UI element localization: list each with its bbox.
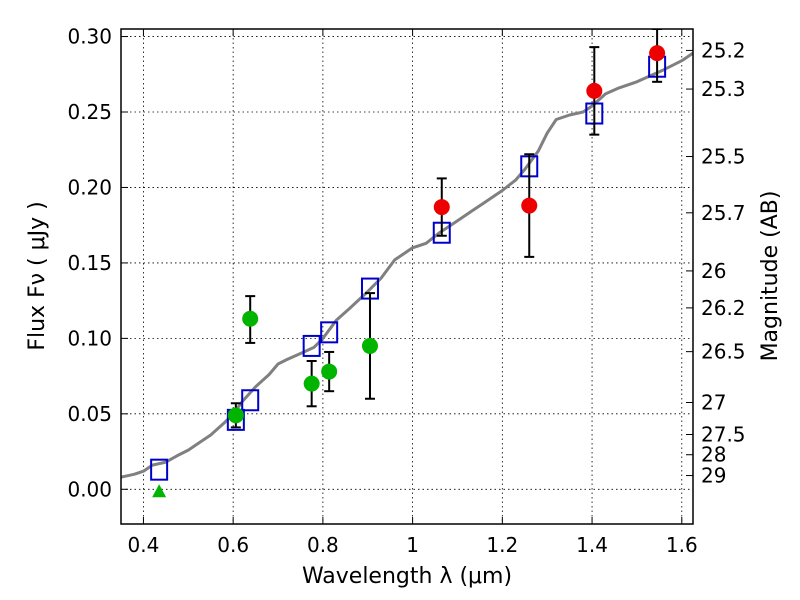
x-tick-label: 0.4 [128,533,160,557]
y-tick-label: 0.15 [67,251,112,275]
right-tick-label: 26 [701,259,726,283]
x-axis-label: Wavelength λ (μm) [302,564,512,589]
near-ir-data-point [433,199,450,216]
x-tick-label: 1.6 [666,533,698,557]
y-tick-label: 0.10 [67,326,112,350]
data-layer [121,29,693,498]
right-axis-label: Magnitude (AB) [758,191,783,362]
right-tick-label: 25.3 [701,77,746,101]
optical-data-point [303,375,320,392]
plot-background [121,29,693,524]
optical-data-point [321,363,338,380]
y-tick-label: 0.20 [67,175,112,199]
right-tick-label: 25.5 [701,145,746,169]
grid [121,29,693,524]
right-tick-label: 27 [701,391,726,415]
optical-data-point [361,337,378,354]
right-tick-label: 25.2 [701,38,746,62]
tick-labels: 0.4 0.6 0.8 1 1.2 1.4 1.6 0.00 0.05 0.10 0.15 0.20 0… [67,25,745,557]
right-tick-label: 26.5 [701,340,746,364]
near-ir-data-point [521,197,538,214]
x-tick-label: 1 [406,533,419,557]
x-tick-label: 0.6 [217,533,249,557]
right-tick-label: 25.7 [701,201,746,225]
right-tick-label: 28 [701,443,726,467]
x-tick-label: 1.4 [576,533,608,557]
y-tick-label: 0.05 [67,402,112,426]
model-photometry-marker [150,458,169,481]
model-photometry-marker [241,389,260,412]
upper-limit-marker [152,484,167,498]
near-ir-data-point [586,82,603,99]
y-axis-label: Flux Fν ( μJy ) [25,201,50,350]
right-tick-label: 29 [701,464,726,488]
tick-marks [121,29,693,524]
right-tick-label: 27.5 [701,423,746,447]
model-photometry-marker [302,334,321,357]
optical-data-point [227,407,244,424]
model-spectrum-line [121,51,693,479]
y-tick-label: 0.30 [67,25,112,49]
x-tick-label: 0.8 [307,533,339,557]
y-tick-label: 0.25 [67,100,112,124]
x-tick-label: 1.2 [486,533,518,557]
optical-data-point [242,310,259,327]
right-tick-label: 26.2 [701,296,746,320]
plot-frame [120,28,694,525]
near-ir-data-point [649,45,666,62]
y-tick-label: 0.00 [67,477,112,501]
model-photometry-marker [320,321,339,344]
